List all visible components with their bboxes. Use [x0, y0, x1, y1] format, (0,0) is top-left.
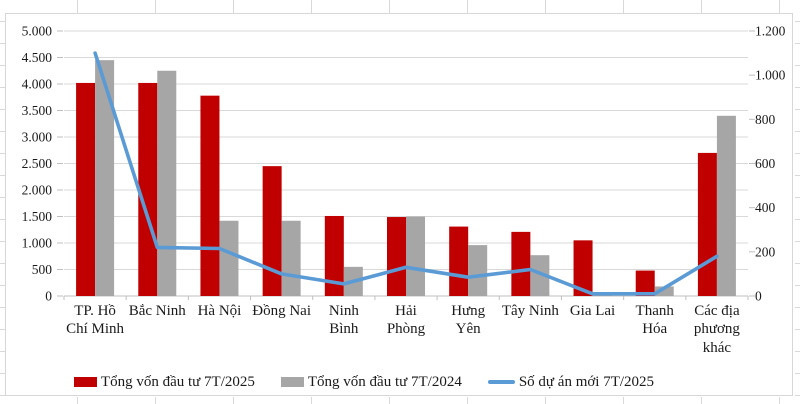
bar-total-capital-2025 — [573, 240, 593, 296]
bar-total-capital-2025 — [76, 82, 96, 296]
legend-bar-swatch-icon — [73, 377, 97, 387]
legend-line-swatch-icon — [487, 380, 515, 384]
y-axis-tick-label-left: 1.500 — [22, 209, 53, 224]
legend-item-new-projects: Số dự án mới 7T/2025 — [487, 373, 655, 391]
bar-total-capital-2025 — [449, 226, 469, 296]
y-axis-tick-label-right: 1.000 — [755, 68, 786, 83]
bar-total-capital-2024 — [281, 220, 301, 296]
legend-item-capital: Tổng vốn đầu tư 7T/2024 — [280, 373, 462, 391]
bar-total-capital-2024 — [157, 70, 177, 296]
bar-total-capital-2025 — [511, 231, 531, 296]
y-axis-tick-label-left: 5.000 — [22, 24, 53, 39]
y-axis-tick-label-right: 1.200 — [755, 24, 786, 39]
spreadsheet-cells-top — [0, 0, 800, 13]
chart-legend: Tổng vốn đầu tư 7T/2025 Tổng vốn đầu tư 7… — [6, 371, 722, 393]
bar-total-capital-2025 — [324, 215, 344, 296]
spreadsheet-cells-right — [795, 0, 800, 404]
bar-total-capital-2024 — [219, 220, 239, 296]
legend-label: Tổng vốn đầu tư 7T/2025 — [100, 373, 255, 390]
y-axis-tick-label-right: 200 — [755, 244, 776, 259]
bar-total-capital-2025 — [262, 166, 282, 296]
bar-total-capital-2025 — [138, 82, 158, 296]
legend-bar-swatch-icon — [280, 377, 304, 387]
y-axis-tick-label-left: 500 — [32, 262, 53, 277]
legend-label: Tổng vốn đầu tư 7T/2024 — [307, 373, 462, 390]
bar-total-capital-2025 — [200, 95, 220, 296]
legend-item-capital: Tổng vốn đầu tư 7T/2025 — [73, 373, 255, 391]
y-axis-tick-label-left: 2.000 — [22, 183, 53, 198]
bar-total-capital-2025 — [387, 217, 406, 296]
y-axis-tick-label-right: 600 — [755, 156, 776, 171]
spreadsheet-cells-left — [0, 0, 5, 404]
y-axis-tick-label-left: 3.000 — [22, 130, 53, 145]
legend-label: Số dự án mới 7T/2025 — [518, 373, 655, 390]
bar-total-capital-2024 — [95, 60, 115, 297]
bar-total-capital-2024 — [530, 255, 550, 296]
bar-total-capital-2025 — [635, 270, 655, 296]
bar-total-capital-2025 — [697, 152, 717, 296]
bar-total-capital-2024 — [468, 245, 488, 296]
chart-plot-area: 0 500 1.000 1.500 2.000 2.500 3.000 3.500 4.000 4… — [22, 24, 786, 304]
bar-total-capital-2024 — [406, 216, 425, 296]
y-axis-tick-label-left: 3.500 — [22, 103, 53, 118]
spreadsheet-cells-bottom — [0, 397, 800, 404]
y-axis-tick-label-left: 4.500 — [22, 50, 53, 65]
line-new-projects-2025 — [93, 51, 719, 296]
y-axis-tick-label-left: 2.500 — [22, 156, 53, 171]
y-axis-tick-label-left: 0 — [45, 289, 52, 304]
y-axis-tick-label-right: 800 — [755, 112, 776, 127]
y-axis-tick-label-right: 0 — [755, 289, 762, 304]
y-axis-tick-label-right: 400 — [755, 200, 776, 215]
bar-total-capital-2024 — [716, 115, 736, 296]
bar-total-capital-2024 — [654, 286, 674, 296]
y-axis-tick-label-left: 1.000 — [22, 236, 53, 251]
fdi-combo-chart: 0 500 1.000 1.500 2.000 2.500 3.000 3.500 4.000 4… — [5, 13, 793, 396]
y-axis-tick-label-left: 4.000 — [22, 77, 53, 92]
